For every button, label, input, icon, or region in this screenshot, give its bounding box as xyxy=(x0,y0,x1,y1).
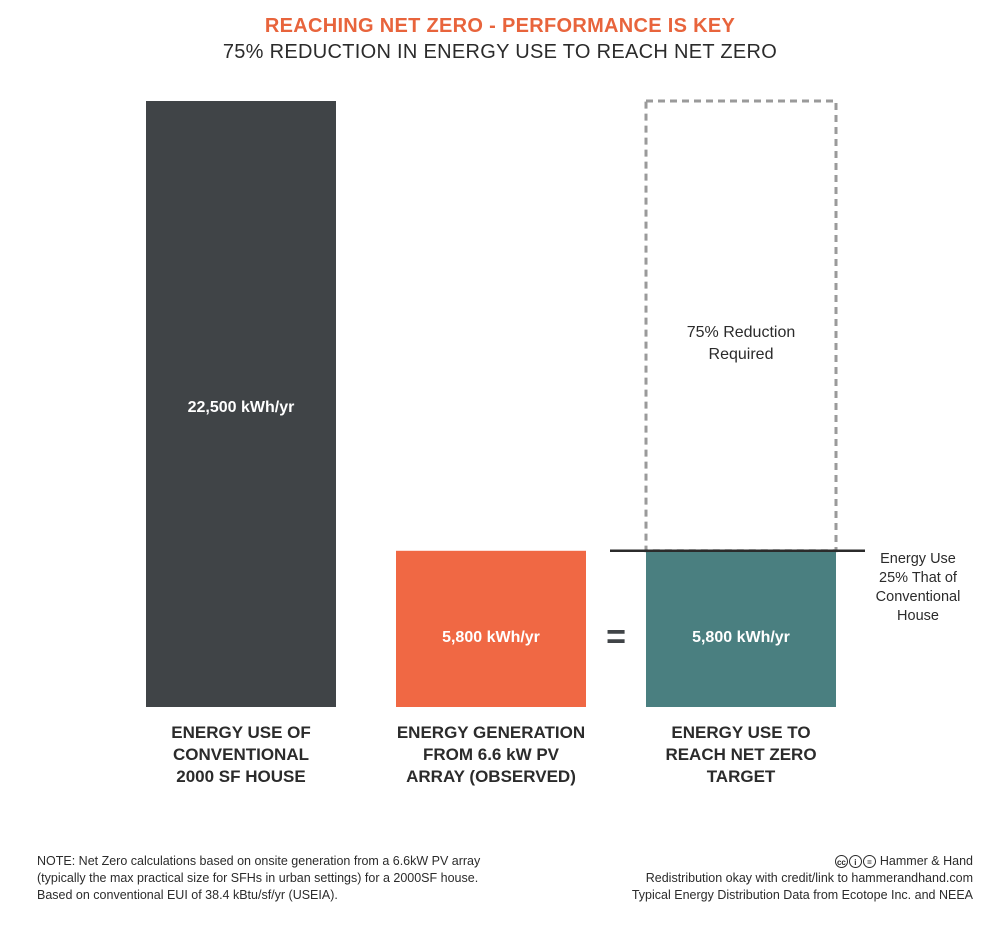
no-derivatives-icon: = xyxy=(862,855,876,868)
category-label: 2000 SF HOUSE xyxy=(176,767,305,786)
brand-name: Hammer & Hand xyxy=(879,854,973,868)
cc-icon: cc xyxy=(834,855,848,868)
bar-value-label: 5,800 kWh/yr xyxy=(692,629,790,646)
footnote: NOTE: Net Zero calculations based on ons… xyxy=(37,853,557,904)
chart-subtitle: 75% REDUCTION IN ENERGY USE TO REACH NET… xyxy=(222,41,778,63)
bar-1 xyxy=(146,101,336,707)
license-line: cc i = Hammer & Hand xyxy=(453,853,973,870)
bar-2 xyxy=(396,550,586,707)
creative-commons-icon: cc i = xyxy=(834,855,876,868)
credit-line: Typical Energy Distribution Data from Ec… xyxy=(631,888,973,902)
category-label: ENERGY USE TO xyxy=(671,723,810,742)
category-label: REACH NET ZERO xyxy=(665,745,816,764)
bar-3 xyxy=(646,550,836,707)
bar-value-label: 22,500 kWh/yr xyxy=(188,399,295,416)
category-label: ARRAY (OBSERVED) xyxy=(406,767,576,786)
note-line: Based on conventional EUI of 38.4 kBtu/s… xyxy=(37,888,338,902)
note-line: (typically the max practical size for SF… xyxy=(37,871,479,885)
bar-chart: 75% Reduction Required 22,500 kWh/yr ENERGY… xyxy=(146,99,961,786)
category-label: ENERGY GENERATION xyxy=(397,723,585,742)
category-label: CONVENTIONAL xyxy=(173,745,309,764)
reference-label: Energy Use xyxy=(880,551,956,567)
chart-title: REACHING NET ZERO - PERFORMANCE IS KEY xyxy=(264,15,736,37)
note-line: NOTE: Net Zero calculations based on ons… xyxy=(37,854,481,868)
credit-line: Redistribution okay with credit/link to … xyxy=(645,871,973,885)
reference-label: Conventional xyxy=(876,589,961,605)
equals-sign: = xyxy=(606,618,626,656)
bar-value-label: 5,800 kWh/yr xyxy=(442,629,540,646)
category-label: FROM 6.6 kW PV xyxy=(423,745,560,764)
category-label: ENERGY USE OF xyxy=(171,723,311,742)
reference-label: House xyxy=(897,608,939,624)
attribution-icon: i xyxy=(848,855,862,868)
credits: cc i = Hammer & Hand Redistribution okay… xyxy=(453,853,973,904)
reference-label: 25% That of xyxy=(879,570,958,586)
reduction-label: 75% Reduction xyxy=(687,324,796,341)
category-label: TARGET xyxy=(707,767,776,786)
reduction-label: Required xyxy=(709,346,774,363)
